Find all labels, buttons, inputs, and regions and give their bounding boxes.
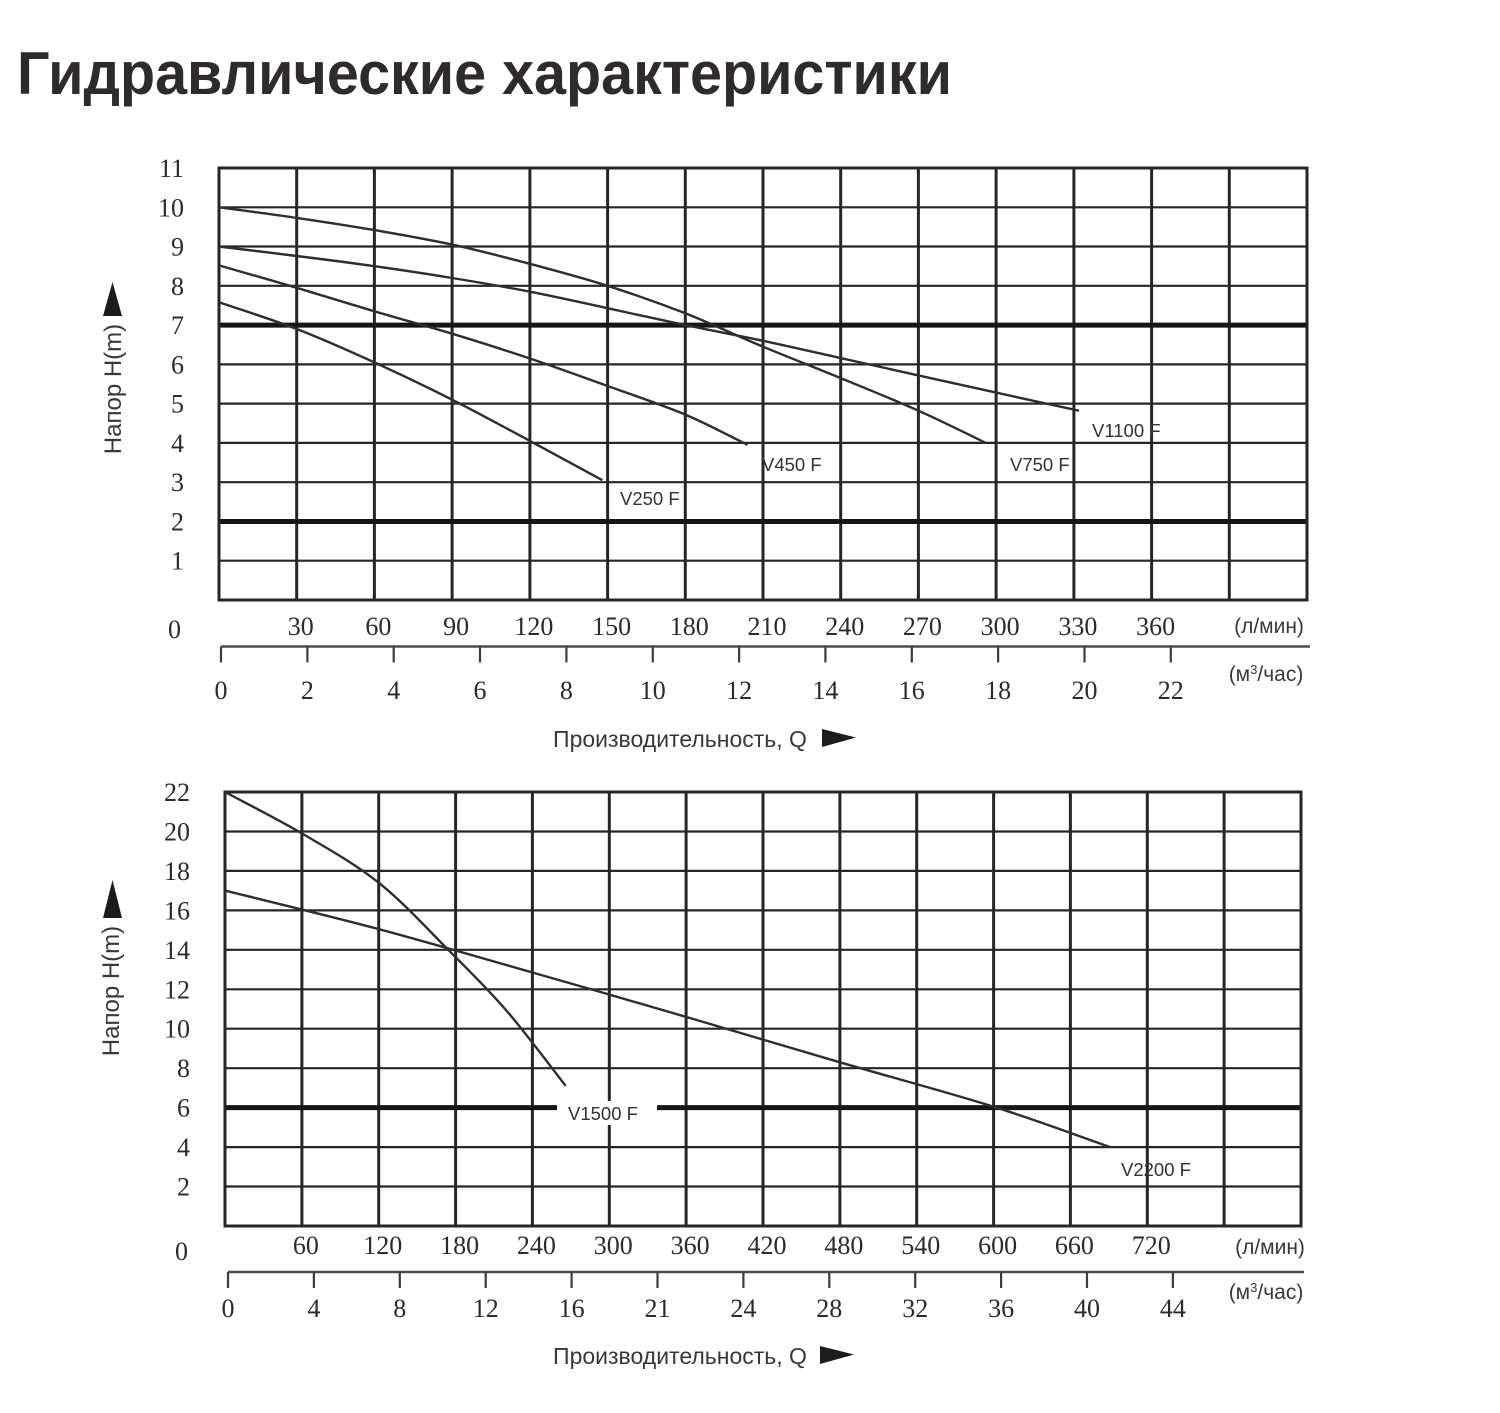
- svg-text:4: 4: [387, 676, 400, 705]
- svg-text:16: 16: [899, 676, 925, 705]
- svg-text:660: 660: [1055, 1231, 1094, 1260]
- svg-text:270: 270: [903, 612, 942, 641]
- svg-text:4: 4: [307, 1294, 320, 1323]
- svg-text:10: 10: [640, 676, 666, 705]
- svg-text:18: 18: [985, 676, 1011, 705]
- svg-text:210: 210: [748, 612, 787, 641]
- svg-text:36: 36: [988, 1294, 1014, 1323]
- svg-text:1: 1: [171, 547, 184, 576]
- svg-text:20: 20: [164, 818, 190, 847]
- svg-text:(м3/час): (м3/час): [1229, 1280, 1304, 1304]
- svg-text:12: 12: [164, 975, 190, 1004]
- svg-text:16: 16: [164, 896, 190, 925]
- svg-text:600: 600: [978, 1231, 1017, 1260]
- svg-text:Гидравлические характеристики: Гидравлические характеристики: [17, 40, 952, 107]
- svg-text:6: 6: [171, 350, 184, 379]
- svg-text:14: 14: [164, 936, 190, 965]
- svg-text:360: 360: [1136, 612, 1175, 641]
- svg-text:180: 180: [440, 1231, 479, 1260]
- svg-text:4: 4: [171, 429, 184, 458]
- svg-text:240: 240: [825, 612, 864, 641]
- svg-text:V1500 F: V1500 F: [568, 1103, 638, 1124]
- svg-text:2: 2: [177, 1173, 190, 1202]
- svg-text:300: 300: [594, 1231, 633, 1260]
- svg-text:40: 40: [1074, 1294, 1100, 1323]
- svg-text:32: 32: [902, 1294, 928, 1323]
- svg-text:720: 720: [1132, 1231, 1171, 1260]
- svg-text:330: 330: [1058, 612, 1097, 641]
- svg-text:6: 6: [474, 676, 487, 705]
- svg-text:Напор H(m): Напор H(m): [100, 324, 127, 454]
- svg-text:0: 0: [215, 676, 228, 705]
- svg-text:0: 0: [168, 615, 181, 644]
- svg-text:9: 9: [171, 233, 184, 262]
- svg-text:20: 20: [1072, 676, 1098, 705]
- svg-text:300: 300: [981, 612, 1020, 641]
- svg-text:120: 120: [363, 1231, 402, 1260]
- svg-text:6: 6: [177, 1094, 190, 1123]
- svg-text:8: 8: [393, 1294, 406, 1323]
- svg-text:0: 0: [175, 1237, 188, 1266]
- svg-text:10: 10: [158, 193, 184, 222]
- svg-text:30: 30: [288, 612, 314, 641]
- svg-text:Напор H(m): Напор H(m): [98, 926, 125, 1056]
- svg-text:8: 8: [171, 272, 184, 301]
- svg-text:14: 14: [812, 676, 838, 705]
- svg-text:(л/мин): (л/мин): [1234, 615, 1304, 638]
- svg-text:24: 24: [730, 1294, 756, 1323]
- svg-text:Производительность, Q: Производительность, Q: [553, 1343, 807, 1369]
- svg-text:0: 0: [222, 1294, 235, 1323]
- svg-text:480: 480: [824, 1231, 863, 1260]
- svg-text:150: 150: [592, 612, 631, 641]
- svg-text:360: 360: [671, 1231, 710, 1260]
- svg-text:8: 8: [560, 676, 573, 705]
- svg-text:22: 22: [164, 778, 190, 807]
- svg-text:12: 12: [726, 676, 752, 705]
- svg-text:Производительность, Q: Производительность, Q: [553, 726, 807, 752]
- svg-text:(м3/час): (м3/час): [1229, 662, 1304, 686]
- svg-text:540: 540: [901, 1231, 940, 1260]
- svg-text:16: 16: [559, 1294, 585, 1323]
- svg-text:7: 7: [171, 311, 184, 340]
- svg-text:4: 4: [177, 1133, 190, 1162]
- svg-text:3: 3: [171, 468, 184, 497]
- svg-text:44: 44: [1160, 1294, 1186, 1323]
- svg-text:60: 60: [293, 1231, 319, 1260]
- svg-text:10: 10: [164, 1015, 190, 1044]
- svg-text:V1100 F: V1100 F: [1092, 420, 1161, 441]
- svg-text:V250 F: V250 F: [620, 488, 680, 509]
- svg-text:V750 F: V750 F: [1010, 454, 1070, 475]
- svg-text:5: 5: [171, 390, 184, 419]
- svg-text:12: 12: [473, 1294, 499, 1323]
- svg-text:120: 120: [514, 612, 553, 641]
- svg-text:(л/мин): (л/мин): [1235, 1236, 1305, 1259]
- svg-text:240: 240: [517, 1231, 556, 1260]
- svg-text:420: 420: [748, 1231, 787, 1260]
- svg-text:28: 28: [816, 1294, 842, 1323]
- svg-text:18: 18: [164, 857, 190, 886]
- svg-text:11: 11: [159, 154, 184, 183]
- svg-text:V2200 F: V2200 F: [1121, 1159, 1191, 1180]
- svg-text:22: 22: [1158, 676, 1184, 705]
- svg-text:V450 F: V450 F: [762, 454, 822, 475]
- svg-text:90: 90: [443, 612, 469, 641]
- svg-text:21: 21: [645, 1294, 671, 1323]
- svg-text:180: 180: [670, 612, 709, 641]
- svg-text:2: 2: [171, 508, 184, 537]
- svg-text:60: 60: [365, 612, 391, 641]
- svg-text:8: 8: [177, 1054, 190, 1083]
- svg-text:2: 2: [301, 676, 314, 705]
